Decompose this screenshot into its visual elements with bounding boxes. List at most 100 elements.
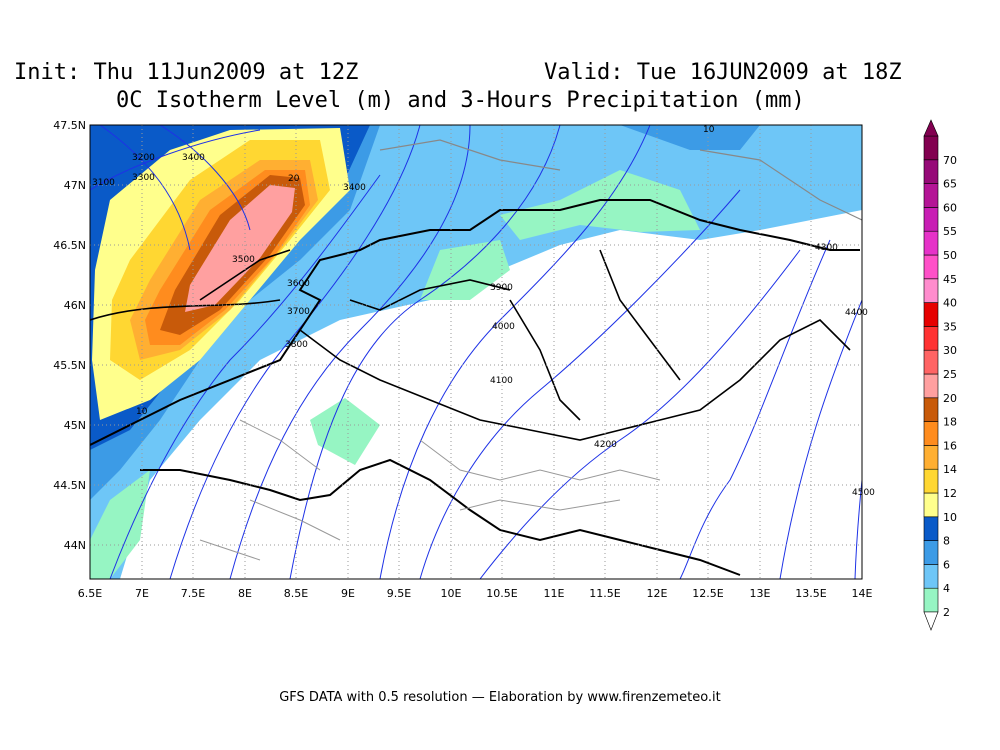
lon-tick: 7E: [135, 587, 149, 600]
colorbar-swatch: [923, 349, 939, 375]
lon-tick: 9.5E: [387, 587, 411, 600]
colorbar-swatch: [923, 230, 939, 256]
precipitation-field: [90, 125, 862, 579]
colorbar-swatch: [923, 135, 939, 161]
contour-label: 3400: [182, 153, 205, 163]
colorbar-swatch: [923, 587, 939, 613]
precip-2mm-area: [90, 470, 150, 579]
graticule: [90, 125, 862, 579]
lat-tick: 45N: [64, 419, 86, 432]
colorbar-swatch: [923, 302, 939, 327]
precip-2mm-area: [310, 398, 380, 465]
colorbar-label: 10: [943, 511, 957, 524]
init-time-title: Init: Thu 11Jun2009 at 12Z: [14, 60, 359, 85]
colorbar-swatch: [923, 564, 939, 589]
contour-label: 3800: [285, 340, 308, 350]
contour-labels: 3100 3200 3300 3400 3500 3600 3700 3800 …: [92, 125, 875, 498]
colorbar-label: 60: [943, 201, 957, 214]
colorbar-swatch: [923, 183, 939, 208]
lon-tick: 14E: [852, 587, 873, 600]
colorbar-label: 25: [943, 368, 957, 381]
lon-tick: 13E: [750, 587, 771, 600]
contour-label: 3900: [490, 283, 513, 293]
colorbar-label: 20: [943, 392, 957, 405]
colorbar-label: 70: [943, 154, 957, 167]
lon-tick: 11.5E: [589, 587, 620, 600]
contour-label: 4100: [490, 376, 513, 386]
colorbar-label: 4: [943, 582, 950, 595]
lon-tick: 10E: [441, 587, 462, 600]
borders: [90, 139, 862, 576]
colorbar-label: 12: [943, 487, 957, 500]
contour-label: 10: [136, 407, 148, 417]
latitude-axis: 47.5N 47N 46.5N 46N 45.5N 45N 44.5N 44N: [53, 119, 86, 552]
colorbar-label: 55: [943, 225, 957, 238]
contour-label: 4300: [815, 243, 838, 253]
colorbar-swatch: [923, 159, 939, 184]
colorbar-label: 2: [943, 606, 950, 619]
colorbar-swatch: [923, 492, 939, 518]
colorbar-label: 18: [943, 416, 957, 429]
colorbar-swatch: [923, 278, 939, 303]
colorbar-swatch: [923, 516, 939, 541]
contour-label: 3100: [92, 178, 115, 188]
contour-label: 3200: [132, 153, 155, 163]
colorbar-swatch: [923, 540, 939, 565]
colorbar-swatch: [923, 421, 939, 446]
colorbar-label: 50: [943, 249, 957, 262]
lon-tick: 8E: [238, 587, 252, 600]
contour-label: 4500: [852, 488, 875, 498]
colorbar-label: 45: [943, 273, 957, 286]
precip-20mm-area: [185, 185, 295, 312]
contour-label: 3400: [343, 183, 366, 193]
colorbar-swatch: [923, 445, 939, 470]
lat-tick: 47N: [64, 179, 86, 192]
contour-label: 4200: [594, 440, 617, 450]
colorbar-swatch: [923, 254, 939, 280]
contour-label: 10: [703, 125, 715, 135]
lon-tick: 7.5E: [181, 587, 205, 600]
contour-label: 4000: [492, 322, 515, 332]
lon-tick: 8.5E: [284, 587, 308, 600]
footer-credit: GFS DATA with 0.5 resolution — Elaborati…: [279, 690, 721, 705]
colorbar-swatch: [923, 397, 939, 422]
colorbar-max-arrow: [923, 119, 939, 137]
contour-label: 20: [288, 174, 300, 184]
lat-tick: 44.5N: [53, 479, 86, 492]
lat-tick: 45.5N: [53, 359, 86, 372]
contour-label: 3300: [132, 173, 155, 183]
valid-time-title: Valid: Tue 16JUN2009 at 18Z: [544, 60, 902, 85]
colorbar-swatch: [923, 468, 939, 494]
colorbar-label: 16: [943, 439, 957, 452]
precip-6mm-area: [620, 125, 760, 150]
lon-tick: 10.5E: [486, 587, 517, 600]
colorbar-label: 6: [943, 558, 950, 571]
colorbar-swatch: [923, 326, 939, 351]
colorbar-label: 40: [943, 297, 957, 310]
lat-tick: 46N: [64, 299, 86, 312]
lon-tick: 11E: [544, 587, 565, 600]
precipitation-colorbar: 2 4 6 8 10 12 14 16 18 20 25 30 35 40 45 50 55 60 65 70: [923, 119, 957, 631]
contour-label: 3500: [232, 255, 255, 265]
colorbar-swatch: [923, 207, 939, 232]
colorbar-min-arrow: [923, 611, 939, 631]
map-frame: [89, 124, 863, 580]
colorbar-label: 8: [943, 535, 950, 548]
colorbar-label: 30: [943, 344, 957, 357]
longitude-axis: 6.5E 7E 7.5E 8E 8.5E 9E 9.5E 10E 10.5E 1…: [78, 587, 873, 600]
contour-label: 3700: [287, 307, 310, 317]
lon-tick: 12.5E: [692, 587, 723, 600]
colorbar-label: 65: [943, 178, 957, 191]
lon-tick: 12E: [647, 587, 668, 600]
lat-tick: 46.5N: [53, 239, 86, 252]
map-title: 0C Isotherm Level (m) and 3-Hours Precip…: [116, 88, 805, 113]
lat-tick: 47.5N: [53, 119, 86, 132]
lon-tick: 6.5E: [78, 587, 102, 600]
colorbar-label: 14: [943, 463, 957, 476]
contour-label: 4400: [845, 308, 868, 318]
lon-tick: 13.5E: [795, 587, 826, 600]
lon-tick: 9E: [341, 587, 355, 600]
precip-2mm-area: [500, 170, 700, 240]
contour-label: 3600: [287, 279, 310, 289]
